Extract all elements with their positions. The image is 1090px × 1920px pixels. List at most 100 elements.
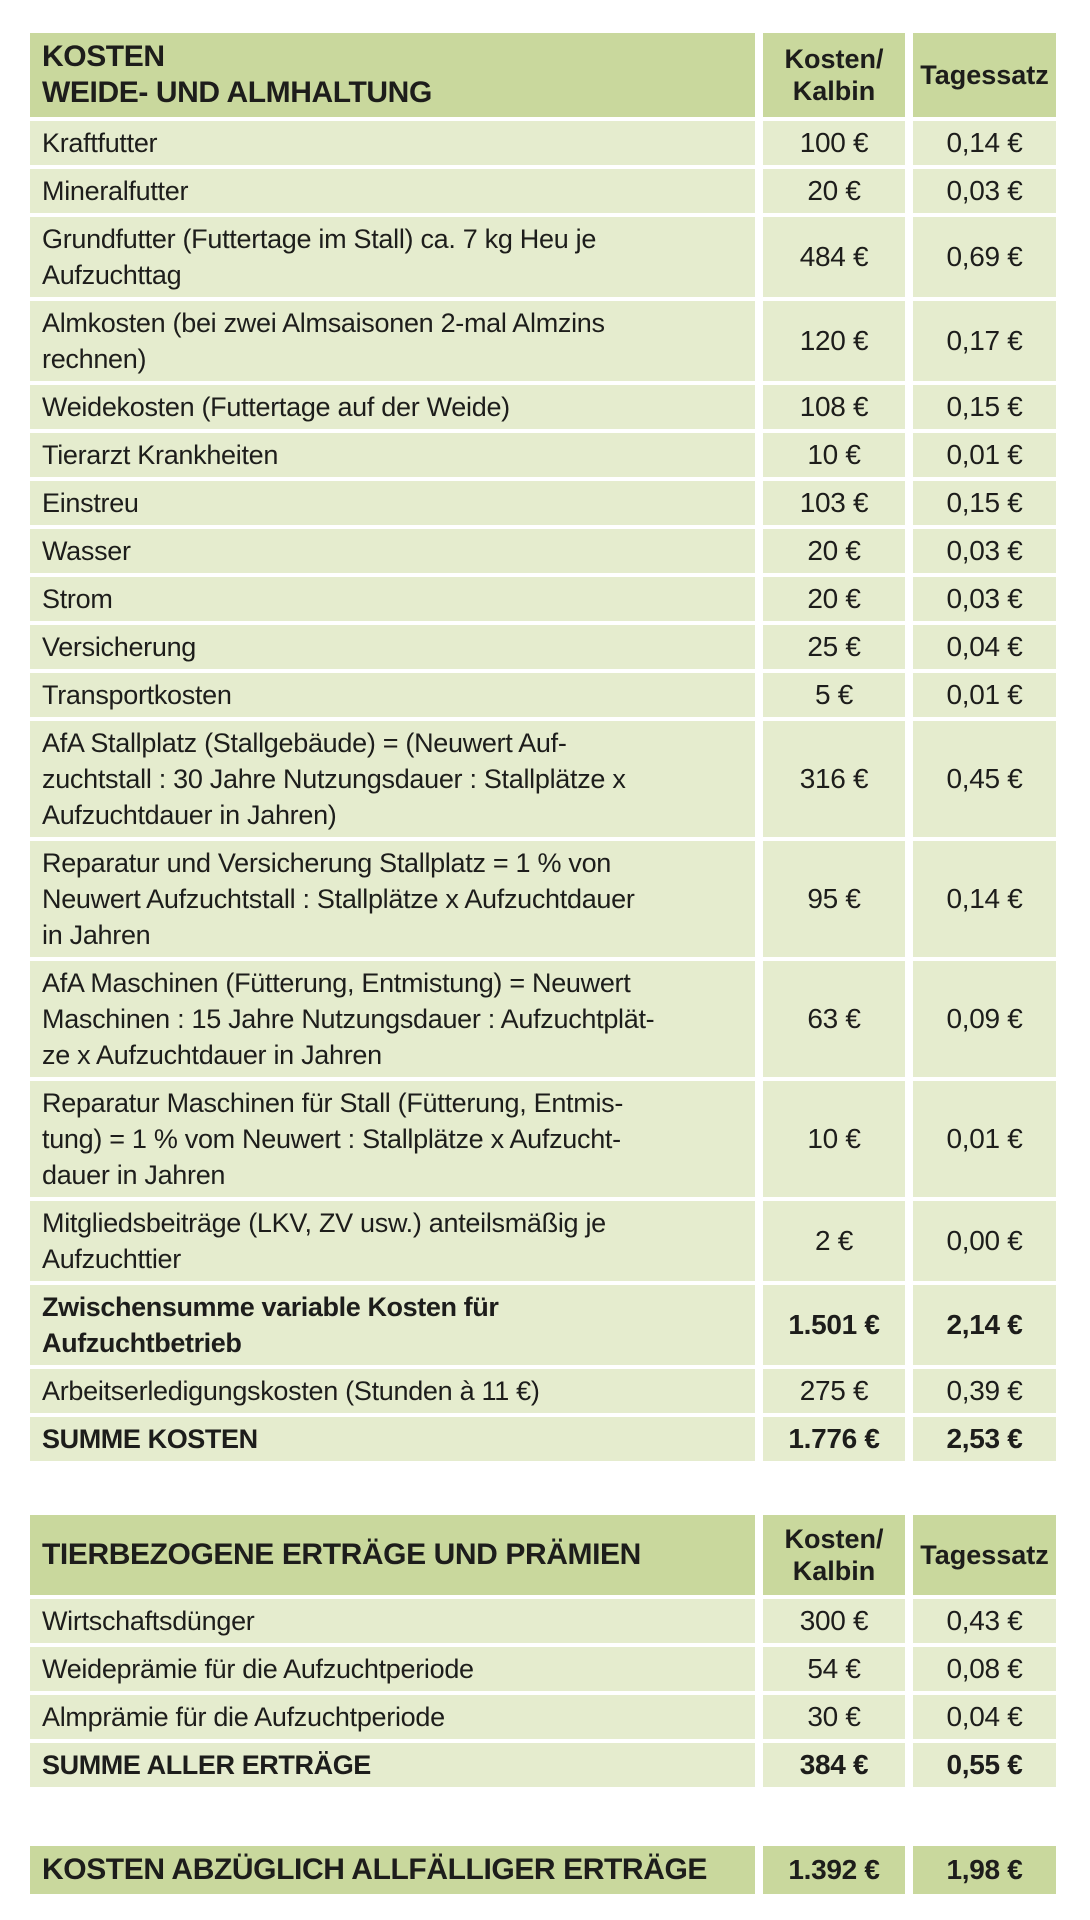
row-label: Arbeitserledigungskosten (Stunden à 11 €… bbox=[30, 1369, 755, 1413]
kosten-value: 30 € bbox=[763, 1695, 905, 1739]
table-row: Weidekosten (Futtertage auf der Weide) 1… bbox=[30, 385, 1060, 429]
kosten-value: 20 € bbox=[763, 529, 905, 573]
kosten-value: 108 € bbox=[763, 385, 905, 429]
kosten-value: 384 € bbox=[763, 1743, 905, 1787]
column-header-tagessatz: Tagessatz bbox=[913, 1515, 1056, 1595]
tagessatz-value: 0,15 € bbox=[913, 385, 1056, 429]
table-row: Weideprämie für die Aufzuchtperiode 54 €… bbox=[30, 1647, 1060, 1691]
table-row-subtotal: Zwischensumme variable Kosten für Aufzuc… bbox=[30, 1285, 1060, 1365]
row-label: Weideprämie für die Aufzuchtperiode bbox=[30, 1647, 755, 1691]
tagessatz-value: 0,01 € bbox=[913, 1081, 1056, 1197]
kosten-value: 1.501 € bbox=[763, 1285, 905, 1365]
kosten-value: 10 € bbox=[763, 433, 905, 477]
summary-kosten-value: 1.392 € bbox=[763, 1846, 905, 1894]
table-row: Versicherung 25 € 0,04 € bbox=[30, 625, 1060, 669]
kosten-value: 2 € bbox=[763, 1201, 905, 1281]
row-label: Wirtschaftsdünger bbox=[30, 1599, 755, 1643]
table-row-total: SUMME KOSTEN 1.776 € 2,53 € bbox=[30, 1417, 1060, 1461]
row-label: AfA Maschinen (Fütterung, Entmistung) = … bbox=[30, 961, 755, 1077]
tagessatz-value: 0,04 € bbox=[913, 625, 1056, 669]
row-label: Reparatur Maschinen für Stall (Fütterung… bbox=[30, 1081, 755, 1197]
ertraege-table-title: TIERBEZOGENE ERTRÄGE UND PRÄMIEN bbox=[30, 1515, 755, 1595]
kosten-value: 10 € bbox=[763, 1081, 905, 1197]
kosten-value: 95 € bbox=[763, 841, 905, 957]
row-label: Versicherung bbox=[30, 625, 755, 669]
tagessatz-value: 0,14 € bbox=[913, 841, 1056, 957]
table-row: Wirtschaftsdünger 300 € 0,43 € bbox=[30, 1599, 1060, 1643]
kosten-value: 100 € bbox=[763, 121, 905, 165]
kosten-value: 300 € bbox=[763, 1599, 905, 1643]
table-row: Mitgliedsbeiträge (LKV, ZV usw.) anteils… bbox=[30, 1201, 1060, 1281]
table-row: Almkosten (bei zwei Almsaisonen 2-mal Al… bbox=[30, 301, 1060, 381]
tagessatz-value: 0,17 € bbox=[913, 301, 1056, 381]
tagessatz-value: 2,53 € bbox=[913, 1417, 1056, 1461]
tagessatz-value: 0,43 € bbox=[913, 1599, 1056, 1643]
tagessatz-value: 0,69 € bbox=[913, 217, 1056, 297]
tagessatz-value: 0,08 € bbox=[913, 1647, 1056, 1691]
row-label: SUMME KOSTEN bbox=[30, 1417, 755, 1461]
table-row: Reparatur Maschinen für Stall (Fütterung… bbox=[30, 1081, 1060, 1197]
kosten-value: 20 € bbox=[763, 577, 905, 621]
row-label: AfA Stallplatz (Stallgebäude) = (Neuwert… bbox=[30, 721, 755, 837]
tagessatz-value: 0,01 € bbox=[913, 673, 1056, 717]
kosten-table-header: KOSTEN WEIDE- UND ALMHALTUNG Kosten/ Kal… bbox=[30, 33, 1060, 117]
summary-label: KOSTEN ABZÜGLICH ALLFÄLLIGER ERTRÄGE bbox=[30, 1846, 755, 1894]
table-row: AfA Maschinen (Fütterung, Entmistung) = … bbox=[30, 961, 1060, 1077]
table-row-total: SUMME ALLER ERTRÄGE 384 € 0,55 € bbox=[30, 1743, 1060, 1787]
tagessatz-value: 0,00 € bbox=[913, 1201, 1056, 1281]
row-label: Wasser bbox=[30, 529, 755, 573]
column-header-kosten-kalbin: Kosten/ Kalbin bbox=[763, 33, 905, 117]
kosten-value: 54 € bbox=[763, 1647, 905, 1691]
table-row: Strom 20 € 0,03 € bbox=[30, 577, 1060, 621]
table-row: AfA Stallplatz (Stallgebäude) = (Neuwert… bbox=[30, 721, 1060, 837]
kosten-value: 120 € bbox=[763, 301, 905, 381]
row-label: Zwischensumme variable Kosten für Aufzuc… bbox=[30, 1285, 755, 1365]
kosten-value: 316 € bbox=[763, 721, 905, 837]
table-row: Kraftfutter 100 € 0,14 € bbox=[30, 121, 1060, 165]
row-label: Reparatur und Versicherung Stallplatz = … bbox=[30, 841, 755, 957]
tagessatz-value: 0,09 € bbox=[913, 961, 1056, 1077]
row-label: Almprämie für die Aufzuchtperiode bbox=[30, 1695, 755, 1739]
spacer bbox=[30, 1791, 1060, 1846]
row-label: Tierarzt Krankheiten bbox=[30, 433, 755, 477]
row-label: Transportkosten bbox=[30, 673, 755, 717]
row-label: Kraftfutter bbox=[30, 121, 755, 165]
row-label: Mineralfutter bbox=[30, 169, 755, 213]
tagessatz-value: 0,55 € bbox=[913, 1743, 1056, 1787]
net-cost-summary-row: KOSTEN ABZÜGLICH ALLFÄLLIGER ERTRÄGE 1.3… bbox=[30, 1846, 1060, 1894]
table-row: Transportkosten 5 € 0,01 € bbox=[30, 673, 1060, 717]
ertraege-table: TIERBEZOGENE ERTRÄGE UND PRÄMIEN Kosten/… bbox=[30, 1515, 1060, 1787]
table-row: Almprämie für die Aufzuchtperiode 30 € 0… bbox=[30, 1695, 1060, 1739]
ertraege-table-header: TIERBEZOGENE ERTRÄGE UND PRÄMIEN Kosten/… bbox=[30, 1515, 1060, 1595]
tagessatz-value: 0,39 € bbox=[913, 1369, 1056, 1413]
tagessatz-value: 0,03 € bbox=[913, 169, 1056, 213]
tagessatz-value: 0,04 € bbox=[913, 1695, 1056, 1739]
tagessatz-value: 0,01 € bbox=[913, 433, 1056, 477]
row-label: Mitgliedsbeiträge (LKV, ZV usw.) anteils… bbox=[30, 1201, 755, 1281]
table-row: Wasser 20 € 0,03 € bbox=[30, 529, 1060, 573]
tagessatz-value: 0,15 € bbox=[913, 481, 1056, 525]
table-row: Einstreu 103 € 0,15 € bbox=[30, 481, 1060, 525]
kosten-value: 275 € bbox=[763, 1369, 905, 1413]
kosten-value: 1.776 € bbox=[763, 1417, 905, 1461]
kosten-value: 5 € bbox=[763, 673, 905, 717]
kosten-value: 20 € bbox=[763, 169, 905, 213]
kosten-value: 63 € bbox=[763, 961, 905, 1077]
summary-tagessatz-value: 1,98 € bbox=[913, 1846, 1056, 1894]
tagessatz-value: 0,03 € bbox=[913, 529, 1056, 573]
kosten-table-title: KOSTEN WEIDE- UND ALMHALTUNG bbox=[30, 33, 755, 117]
row-label: SUMME ALLER ERTRÄGE bbox=[30, 1743, 755, 1787]
row-label: Einstreu bbox=[30, 481, 755, 525]
table-row: Reparatur und Versicherung Stallplatz = … bbox=[30, 841, 1060, 957]
column-header-kosten-kalbin: Kosten/ Kalbin bbox=[763, 1515, 905, 1595]
table-row: Mineralfutter 20 € 0,03 € bbox=[30, 169, 1060, 213]
table-row: Tierarzt Krankheiten 10 € 0,01 € bbox=[30, 433, 1060, 477]
row-label: Weidekosten (Futtertage auf der Weide) bbox=[30, 385, 755, 429]
table-row: Grundfutter (Futtertage im Stall) ca. 7 … bbox=[30, 217, 1060, 297]
kosten-value: 25 € bbox=[763, 625, 905, 669]
row-label: Almkosten (bei zwei Almsaisonen 2-mal Al… bbox=[30, 301, 755, 381]
tagessatz-value: 0,45 € bbox=[913, 721, 1056, 837]
table-row: Arbeitserledigungskosten (Stunden à 11 €… bbox=[30, 1369, 1060, 1413]
row-label: Grundfutter (Futtertage im Stall) ca. 7 … bbox=[30, 217, 755, 297]
